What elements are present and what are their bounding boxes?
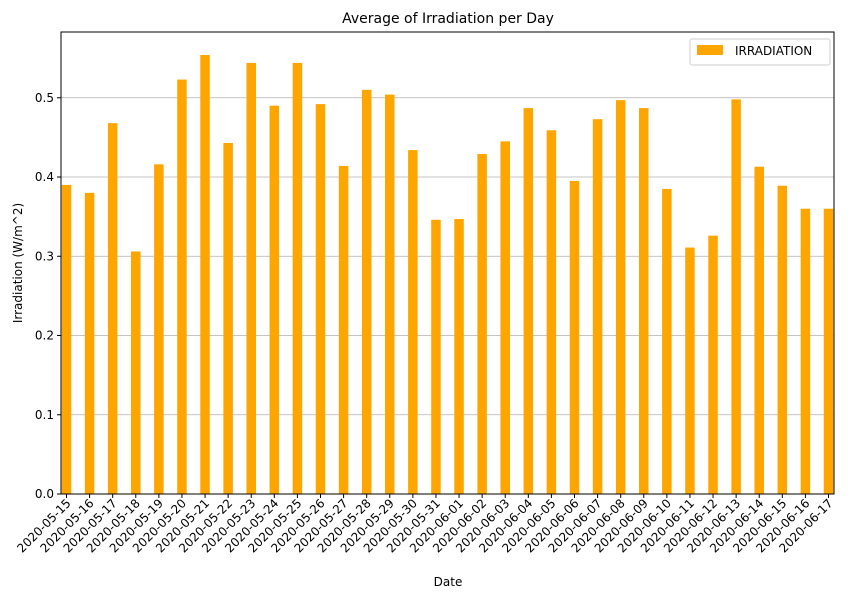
bar [223,142,233,494]
y-tick-label: 0.2 [35,329,54,343]
bar [685,247,695,494]
bar [500,141,510,494]
plot-frame [60,31,835,495]
bar [569,180,580,494]
bar [454,219,464,495]
bar [200,54,210,494]
bar [269,105,280,494]
bar [592,119,603,495]
y-tick-label: 0.3 [35,249,54,263]
gridlines [61,97,834,495]
bar [662,188,672,495]
bar [131,251,141,494]
bar [408,150,418,494]
chart-title: Average of Irradiation per Day [342,11,554,27]
legend-label: IRRADIATION [735,44,812,58]
bar [315,104,326,494]
y-tick-label: 0.4 [35,170,54,184]
legend-box [689,38,831,66]
bar [477,154,487,495]
bar [800,208,811,494]
bar [61,184,72,494]
bar [246,62,256,494]
bar [107,123,118,494]
bar [292,62,303,494]
bar [731,99,741,494]
bar [338,165,349,494]
y-tick-label: 0.0 [35,487,54,501]
bar [777,185,788,495]
y-tick-label: 0.1 [35,408,54,422]
bar [708,235,718,494]
bar [361,89,372,494]
bar [639,108,649,494]
x-axis-label: Date [434,575,463,589]
legend-swatch [697,45,723,55]
bar [754,166,764,494]
bar [84,192,95,494]
bar [523,108,534,494]
legend: IRRADIATION [689,38,831,66]
bar [615,100,626,494]
bar [431,219,441,494]
bar [177,79,187,494]
bar [546,130,557,494]
bar [154,164,164,494]
y-axis-label: Irradiation (W/m^2) [11,203,25,323]
bar [823,208,834,494]
x-axis-ticks: 2020-05-152020-05-162020-05-172020-05-18… [14,494,836,555]
y-tick-label: 0.5 [35,91,54,105]
y-axis-ticks: 0.0 0.1 0.2 0.3 0.4 0.5 [35,91,61,501]
bars [61,54,834,495]
bar [385,94,395,495]
